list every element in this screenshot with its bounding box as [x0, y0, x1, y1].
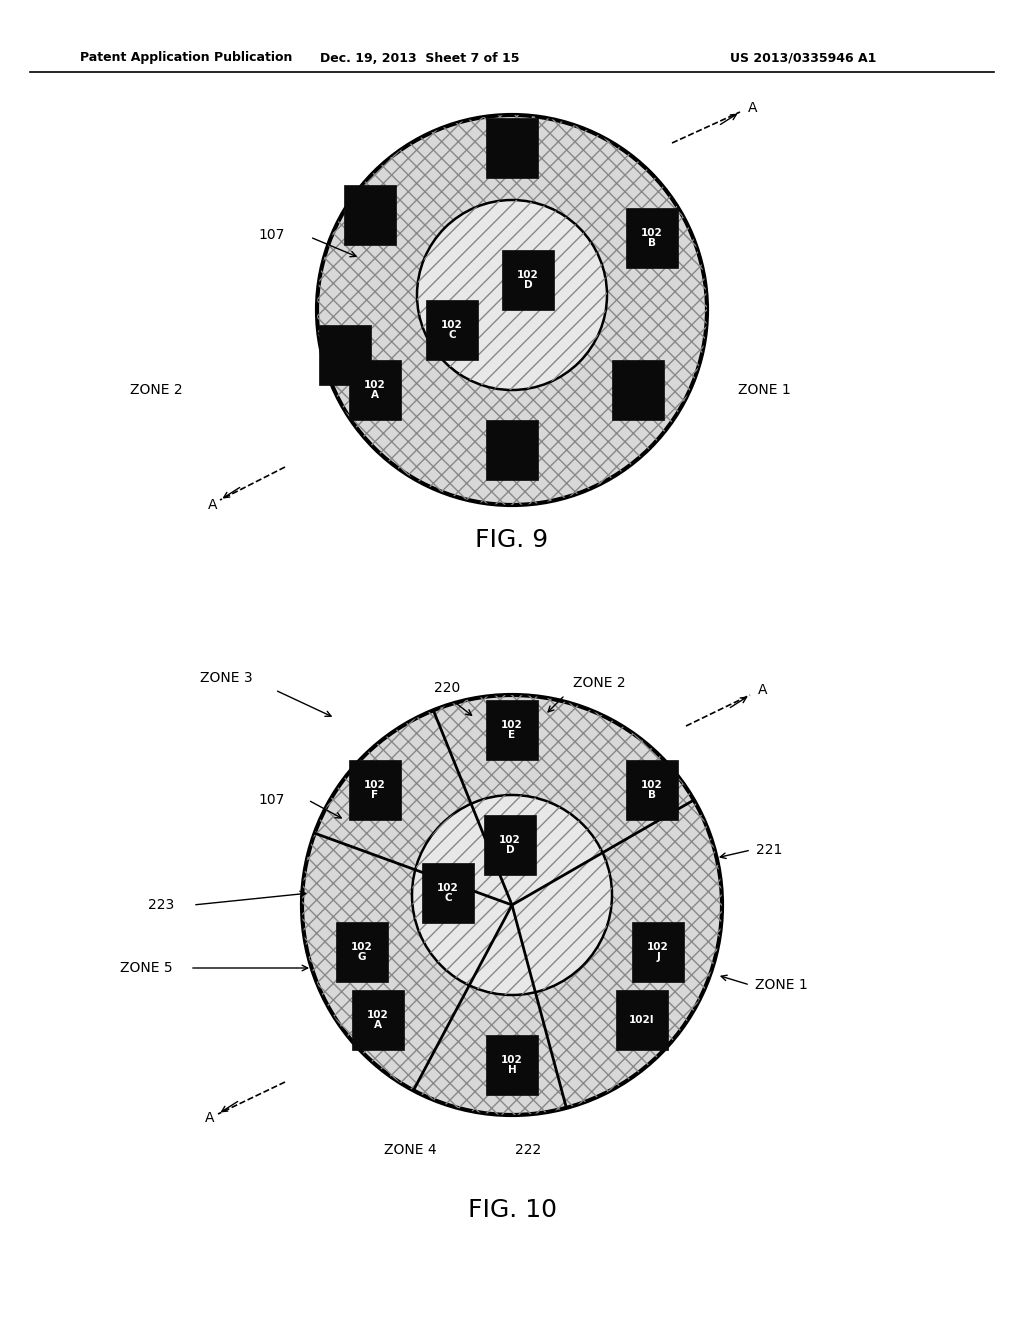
Bar [486, 420, 538, 480]
Text: US 2013/0335946 A1: US 2013/0335946 A1 [730, 51, 877, 65]
Bar [422, 863, 474, 923]
Bar [626, 760, 678, 820]
Bar [336, 921, 388, 982]
Text: A: A [208, 498, 218, 512]
Bar [486, 117, 538, 178]
Text: ZONE 2: ZONE 2 [130, 383, 182, 397]
Bar [426, 300, 478, 360]
Text: 102
D: 102 D [499, 834, 521, 855]
Bar [486, 700, 538, 760]
Bar [344, 185, 396, 246]
Text: 102
B: 102 B [641, 780, 663, 800]
Text: 102
J: 102 J [647, 941, 669, 962]
Text: 102
E: 102 E [501, 719, 523, 741]
Text: 222: 222 [515, 1143, 542, 1158]
Text: 102
B: 102 B [641, 227, 663, 248]
Text: 107: 107 [258, 228, 285, 242]
Bar [632, 921, 684, 982]
Text: 102
A: 102 A [368, 1010, 389, 1031]
Bar [352, 990, 404, 1049]
Text: 220: 220 [434, 681, 460, 696]
Text: A: A [205, 1111, 215, 1125]
Text: 223: 223 [148, 898, 174, 912]
Bar [612, 360, 664, 420]
Text: ZONE 3: ZONE 3 [200, 671, 253, 685]
Text: 102
F: 102 F [365, 780, 386, 800]
Text: 107: 107 [258, 793, 285, 807]
Bar [349, 760, 401, 820]
Circle shape [417, 201, 607, 389]
Text: 102
C: 102 C [441, 319, 463, 341]
Text: FIG. 10: FIG. 10 [468, 1199, 556, 1222]
Text: 102
D: 102 D [517, 269, 539, 290]
Text: 102I: 102I [629, 1015, 654, 1026]
Text: ZONE 5: ZONE 5 [120, 961, 173, 975]
Bar [484, 814, 536, 875]
Text: 221: 221 [756, 843, 782, 857]
Text: 102
G: 102 G [351, 941, 373, 962]
Bar [349, 360, 401, 420]
Text: ZONE 1: ZONE 1 [738, 383, 791, 397]
Bar [486, 1035, 538, 1096]
Text: A: A [748, 102, 758, 115]
Bar [319, 325, 371, 385]
Text: ZONE 2: ZONE 2 [573, 676, 626, 690]
Circle shape [412, 795, 612, 995]
Text: ZONE 1: ZONE 1 [755, 978, 808, 993]
Text: Patent Application Publication: Patent Application Publication [80, 51, 293, 65]
Circle shape [302, 696, 722, 1115]
Text: 102
A: 102 A [365, 380, 386, 400]
Text: FIG. 9: FIG. 9 [475, 528, 549, 552]
Text: Dec. 19, 2013  Sheet 7 of 15: Dec. 19, 2013 Sheet 7 of 15 [321, 51, 520, 65]
Text: 102
C: 102 C [437, 883, 459, 903]
Text: A: A [758, 682, 768, 697]
Text: ZONE 4: ZONE 4 [384, 1143, 436, 1158]
Bar [626, 209, 678, 268]
Text: 102
H: 102 H [501, 1055, 523, 1076]
Bar [502, 249, 554, 310]
Bar [616, 990, 668, 1049]
Circle shape [317, 115, 707, 506]
